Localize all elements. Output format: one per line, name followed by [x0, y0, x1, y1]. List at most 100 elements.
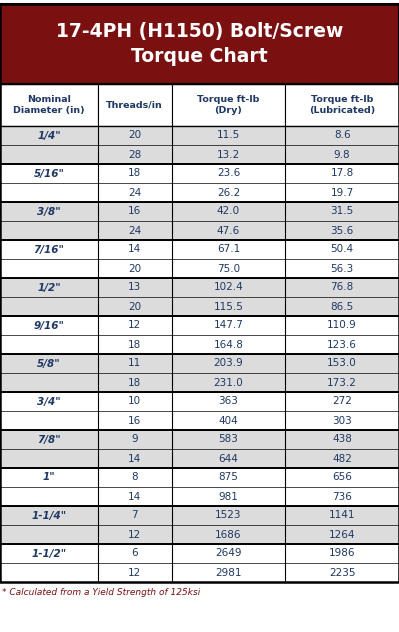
- Bar: [172, 449, 285, 468]
- Bar: [0, 335, 98, 354]
- Text: 20: 20: [128, 130, 141, 140]
- Bar: [0, 392, 98, 411]
- Bar: [0, 563, 98, 582]
- Bar: [98, 506, 172, 525]
- Text: 18: 18: [128, 339, 141, 349]
- Bar: [285, 449, 399, 468]
- Bar: [172, 202, 285, 221]
- Bar: [285, 525, 399, 544]
- Text: 13.2: 13.2: [217, 150, 240, 159]
- Text: 7/16": 7/16": [34, 245, 64, 255]
- Text: 8.6: 8.6: [334, 130, 350, 140]
- Text: 1/4": 1/4": [37, 130, 61, 140]
- Bar: [0, 202, 98, 221]
- Text: Torque ft-lb
(Lubricated): Torque ft-lb (Lubricated): [309, 95, 375, 114]
- Bar: [172, 354, 285, 373]
- Bar: [0, 544, 98, 563]
- Text: 13: 13: [128, 283, 141, 293]
- Text: 19.7: 19.7: [330, 188, 354, 197]
- Text: 18: 18: [128, 377, 141, 387]
- Text: 8: 8: [131, 473, 138, 482]
- Text: 1/2": 1/2": [37, 283, 61, 293]
- Text: 7: 7: [131, 511, 138, 521]
- Text: 272: 272: [332, 396, 352, 406]
- Bar: [98, 373, 172, 392]
- Bar: [98, 449, 172, 468]
- Text: 56.3: 56.3: [330, 264, 354, 274]
- Bar: [98, 354, 172, 373]
- Text: 76.8: 76.8: [330, 283, 354, 293]
- Text: 981: 981: [219, 492, 238, 502]
- Bar: [285, 373, 399, 392]
- Bar: [0, 316, 98, 335]
- Text: 14: 14: [128, 245, 141, 255]
- Text: 17-4PH (H1150) Bolt/Screw
Torque Chart: 17-4PH (H1150) Bolt/Screw Torque Chart: [56, 22, 343, 66]
- Text: 231.0: 231.0: [213, 377, 243, 387]
- Bar: [0, 145, 98, 164]
- Bar: [172, 544, 285, 563]
- Bar: [172, 430, 285, 449]
- Bar: [172, 259, 285, 278]
- Text: 1-1/4": 1-1/4": [31, 511, 67, 521]
- Text: 102.4: 102.4: [213, 283, 243, 293]
- Bar: [98, 164, 172, 183]
- Text: 147.7: 147.7: [213, 320, 243, 331]
- Bar: [172, 183, 285, 202]
- Text: 2981: 2981: [215, 568, 242, 578]
- Text: 9.8: 9.8: [334, 150, 350, 159]
- Bar: [172, 335, 285, 354]
- Bar: [0, 487, 98, 506]
- Text: 1": 1": [43, 473, 55, 482]
- Text: * Calculated from a Yield Strength of 125ksi: * Calculated from a Yield Strength of 12…: [2, 588, 200, 597]
- Bar: [98, 221, 172, 240]
- Bar: [0, 126, 98, 145]
- Bar: [98, 544, 172, 563]
- Text: 164.8: 164.8: [213, 339, 243, 349]
- Text: 363: 363: [219, 396, 238, 406]
- Bar: [285, 563, 399, 582]
- Bar: [98, 145, 172, 164]
- Bar: [98, 126, 172, 145]
- Text: 2235: 2235: [329, 568, 356, 578]
- Bar: [285, 544, 399, 563]
- Bar: [285, 392, 399, 411]
- Bar: [172, 278, 285, 297]
- Bar: [98, 335, 172, 354]
- Bar: [98, 525, 172, 544]
- Bar: [98, 240, 172, 259]
- Bar: [0, 468, 98, 487]
- Text: Torque ft-lb
(Dry): Torque ft-lb (Dry): [197, 95, 260, 114]
- Text: 438: 438: [332, 435, 352, 444]
- Bar: [172, 145, 285, 164]
- Bar: [285, 202, 399, 221]
- Text: 1-1/2": 1-1/2": [31, 549, 67, 559]
- Bar: [172, 297, 285, 316]
- Bar: [285, 316, 399, 335]
- Bar: [285, 84, 399, 126]
- Text: 10: 10: [128, 396, 141, 406]
- Bar: [0, 411, 98, 430]
- Bar: [0, 297, 98, 316]
- Bar: [0, 373, 98, 392]
- Text: 18: 18: [128, 169, 141, 178]
- Bar: [0, 506, 98, 525]
- Text: 47.6: 47.6: [217, 226, 240, 236]
- Bar: [285, 411, 399, 430]
- Text: 5/16": 5/16": [34, 169, 64, 178]
- Bar: [98, 430, 172, 449]
- Bar: [0, 449, 98, 468]
- Bar: [98, 183, 172, 202]
- Text: 1686: 1686: [215, 530, 242, 540]
- Bar: [285, 335, 399, 354]
- Bar: [285, 259, 399, 278]
- Bar: [98, 278, 172, 297]
- Text: 482: 482: [332, 454, 352, 463]
- Bar: [172, 126, 285, 145]
- Text: 11.5: 11.5: [217, 130, 240, 140]
- Text: 11: 11: [128, 358, 141, 368]
- Text: 28: 28: [128, 150, 141, 159]
- Text: 110.9: 110.9: [327, 320, 357, 331]
- Text: 1264: 1264: [329, 530, 356, 540]
- Bar: [285, 126, 399, 145]
- Bar: [0, 525, 98, 544]
